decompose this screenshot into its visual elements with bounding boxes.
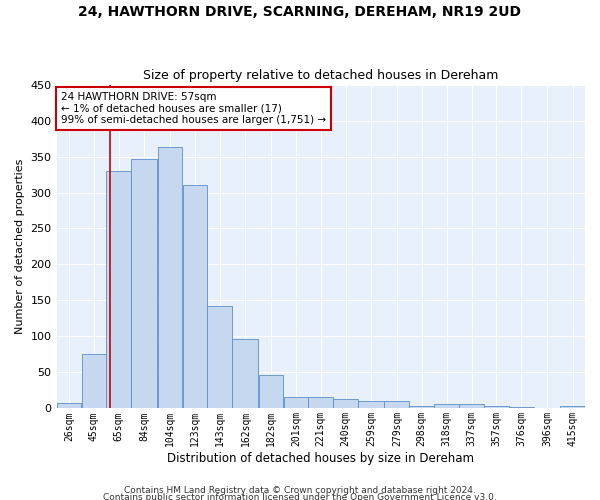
Bar bbox=[82, 354, 106, 408]
Bar bbox=[232, 338, 259, 408]
Bar bbox=[409, 406, 434, 408]
Bar bbox=[131, 158, 157, 408]
Bar bbox=[259, 376, 283, 408]
Bar bbox=[284, 397, 308, 408]
Bar bbox=[56, 404, 82, 408]
Bar bbox=[484, 406, 509, 408]
Title: Size of property relative to detached houses in Dereham: Size of property relative to detached ho… bbox=[143, 69, 499, 82]
Bar bbox=[308, 397, 333, 408]
Bar bbox=[459, 404, 484, 408]
Bar bbox=[182, 186, 207, 408]
Bar bbox=[358, 401, 384, 408]
Y-axis label: Number of detached properties: Number of detached properties bbox=[15, 159, 25, 334]
Text: 24, HAWTHORN DRIVE, SCARNING, DEREHAM, NR19 2UD: 24, HAWTHORN DRIVE, SCARNING, DEREHAM, N… bbox=[79, 5, 521, 19]
Text: Contains HM Land Registry data © Crown copyright and database right 2024.: Contains HM Land Registry data © Crown c… bbox=[124, 486, 476, 495]
X-axis label: Distribution of detached houses by size in Dereham: Distribution of detached houses by size … bbox=[167, 452, 474, 465]
Bar bbox=[106, 171, 131, 408]
Bar bbox=[385, 401, 409, 408]
Bar bbox=[509, 407, 534, 408]
Bar bbox=[158, 147, 182, 408]
Bar bbox=[560, 406, 585, 408]
Bar bbox=[208, 306, 232, 408]
Text: 24 HAWTHORN DRIVE: 57sqm
← 1% of detached houses are smaller (17)
99% of semi-de: 24 HAWTHORN DRIVE: 57sqm ← 1% of detache… bbox=[61, 92, 326, 125]
Bar bbox=[434, 404, 459, 408]
Text: Contains public sector information licensed under the Open Government Licence v3: Contains public sector information licen… bbox=[103, 494, 497, 500]
Bar bbox=[334, 399, 358, 408]
